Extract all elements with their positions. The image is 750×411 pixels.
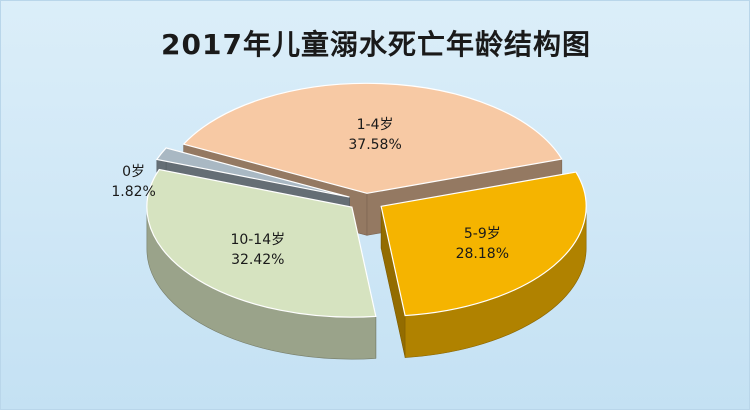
slice-top-face (380, 171, 587, 317)
slice-value-10-14岁: 32.42% (231, 252, 284, 268)
pie-slice-10-14岁 (146, 168, 377, 360)
slice-value-5-9岁: 28.18% (456, 246, 509, 262)
chart-title: 2017年儿童溺水死亡年龄结构图 (161, 28, 591, 61)
slice-value-1-4岁: 37.58% (348, 137, 401, 153)
pie-slice-5-9岁 (380, 171, 587, 358)
slice-label-1-4岁: 1-4岁 (357, 117, 394, 133)
slice-top-face (155, 147, 350, 198)
slice-top-face (146, 168, 377, 318)
slice-value-0岁: 1.82% (111, 184, 155, 200)
slice-label-0岁: 0岁 (122, 164, 145, 180)
slice-label-10-14岁: 10-14岁 (230, 232, 285, 248)
slice-label-5-9岁: 5-9岁 (464, 226, 501, 242)
slice-top-face (182, 82, 563, 194)
